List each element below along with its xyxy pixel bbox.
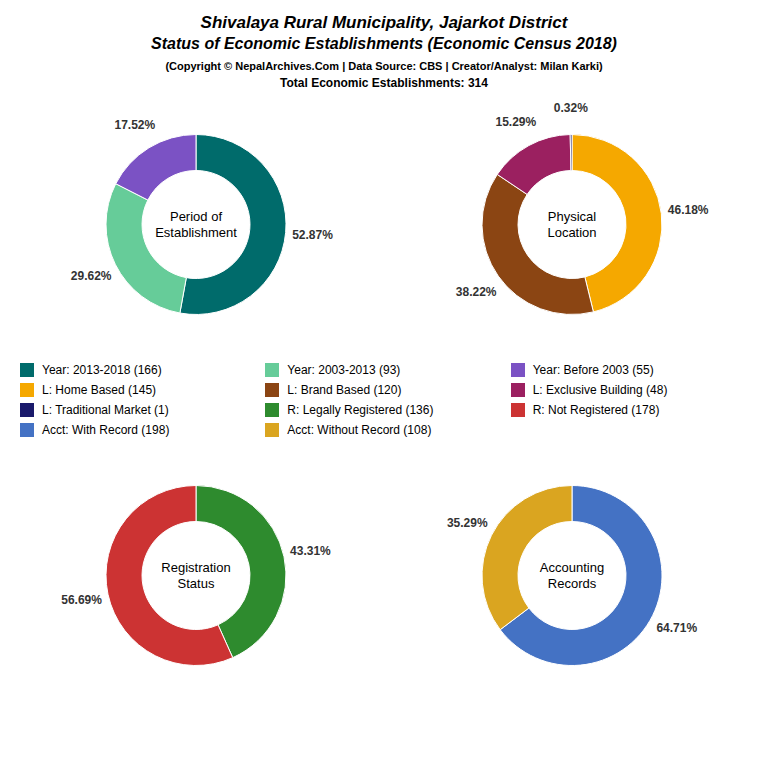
svg-text:17.52%: 17.52% [114,118,155,132]
html-text:Physical Location: Physical Location [547,208,597,240]
svg-text:56.69%: 56.69% [61,593,102,607]
svg-text:29.62%: 29.62% [71,269,112,283]
html-text:Shivalaya Rural Municipality,: Shivalaya Rural Municipality, Jajarkot D… [200,13,568,32]
html-text:L: Home Based (145): L: Home Based (145) [42,383,157,397]
html-text:Year: 2003-2013 (93): Year: 2003-2013 (93) [287,363,401,377]
html-text:(Copyright © NepalArchives.Com: (Copyright © NepalArchives.Com | Data So… [165,60,603,72]
svg-text:38.22%: 38.22% [456,285,497,299]
html-text:L: Brand Based (120): L: Brand Based (120) [287,383,402,397]
html-text:Year: 2013-2018 (166): Year: 2013-2018 (166) [42,363,162,377]
html-text:Accounting Records: Accounting Records [539,559,605,591]
html-text:Registration Status: Registration Status [161,559,231,591]
svg-text:46.18%: 46.18% [668,203,709,217]
html-text:Year: Before 2003 (55): Year: Before 2003 (55) [532,363,654,377]
html-text:L: Traditional Market (1): L: Traditional Market (1) [42,403,169,417]
svg-text:15.29%: 15.29% [496,115,537,129]
html-text:L: Exclusive Building (48): L: Exclusive Building (48) [532,383,668,397]
svg-text:43.31%: 43.31% [290,544,331,558]
svg-text:35.29%: 35.29% [447,516,488,530]
html-text:R: Legally Registered (136): R: Legally Registered (136) [287,403,434,417]
html-text:Status of Economic Establishme: Status of Economic Establishments (Econo… [151,35,617,52]
svg-text:0.32%: 0.32% [554,101,588,115]
html-text:Acct: Without Record (108): Acct: Without Record (108) [287,423,432,437]
html-text:Acct: With Record (198): Acct: With Record (198) [42,423,170,437]
html-text:Total Economic Establishments:: Total Economic Establishments: 314 [280,76,488,90]
svg-text:64.71%: 64.71% [656,621,697,635]
svg-text:52.87%: 52.87% [292,228,333,242]
html-text:Period of Establishment: Period of Establishment [155,208,237,240]
html-text:R: Not Registered (178): R: Not Registered (178) [532,403,660,417]
